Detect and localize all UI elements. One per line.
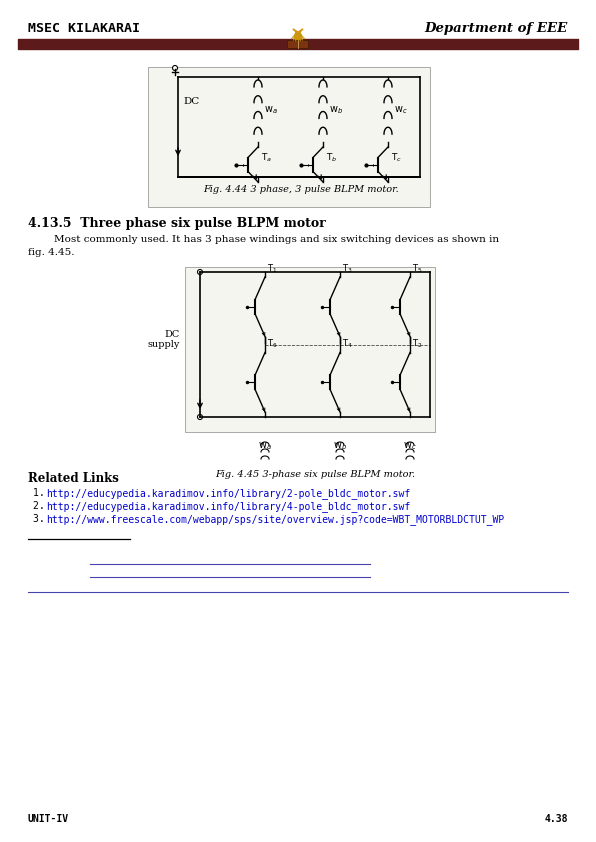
Text: PAAVAI
INSTITUTIONS: PAAVAI INSTITUTIONS (282, 52, 314, 61)
Text: w$_a$: w$_a$ (264, 104, 278, 116)
Text: T$_1$: T$_1$ (267, 263, 277, 275)
Text: 4.13.5  Three phase six pulse BLPM motor: 4.13.5 Three phase six pulse BLPM motor (28, 217, 326, 230)
Text: Department of EEE: Department of EEE (425, 22, 568, 35)
Text: 4.38: 4.38 (545, 814, 568, 824)
Text: Most commonly used. It has 3 phase windings and six switching devices as shown i: Most commonly used. It has 3 phase windi… (28, 235, 499, 244)
Text: w$_b$: w$_b$ (329, 104, 343, 116)
Polygon shape (293, 29, 303, 42)
Text: 3.: 3. (33, 514, 51, 524)
Text: w$_a$: w$_a$ (258, 440, 272, 452)
Text: T$_3$: T$_3$ (342, 263, 353, 275)
Text: w$_c$: w$_c$ (403, 440, 417, 452)
Text: Related Links: Related Links (28, 472, 119, 485)
Circle shape (197, 269, 203, 274)
Circle shape (172, 66, 178, 71)
Text: UNIT-IV: UNIT-IV (28, 814, 69, 824)
Bar (148, 67, 430, 207)
Text: 1.: 1. (33, 488, 51, 498)
Text: 2.: 2. (33, 501, 51, 511)
Circle shape (197, 414, 203, 419)
Text: T$_4$: T$_4$ (342, 338, 353, 350)
Text: w$_c$: w$_c$ (394, 104, 408, 116)
Text: Fig. 4.44 3 phase, 3 pulse BLPM motor.: Fig. 4.44 3 phase, 3 pulse BLPM motor. (203, 185, 399, 194)
Text: T$_6$: T$_6$ (267, 338, 278, 350)
Text: http://educypedia.karadimov.info/library/4-pole_bldc_motor.swf: http://educypedia.karadimov.info/library… (46, 501, 410, 512)
Text: DC
supply: DC supply (148, 330, 180, 349)
Bar (185, 267, 435, 432)
Text: MSEC KILAKARAI: MSEC KILAKARAI (28, 22, 140, 35)
Text: T$_a$: T$_a$ (261, 152, 272, 164)
Text: fig. 4.45.: fig. 4.45. (28, 248, 74, 257)
Text: http://educypedia.karadimov.info/library/2-pole_bldc_motor.swf: http://educypedia.karadimov.info/library… (46, 488, 410, 499)
Text: T$_b$: T$_b$ (326, 152, 337, 164)
Text: Fig. 4.45 3-phase six pulse BLPM motor.: Fig. 4.45 3-phase six pulse BLPM motor. (215, 470, 415, 479)
FancyBboxPatch shape (287, 40, 309, 49)
Text: DC: DC (183, 97, 199, 106)
Text: w$_b$: w$_b$ (333, 440, 347, 452)
Text: T$_2$: T$_2$ (412, 338, 423, 350)
Text: T$_5$: T$_5$ (412, 263, 423, 275)
Text: http://www.freescale.com/webapp/sps/site/overview.jsp?code=WBT_MOTORBLDCTUT_WP: http://www.freescale.com/webapp/sps/site… (46, 514, 504, 525)
Text: T$_c$: T$_c$ (391, 152, 402, 164)
